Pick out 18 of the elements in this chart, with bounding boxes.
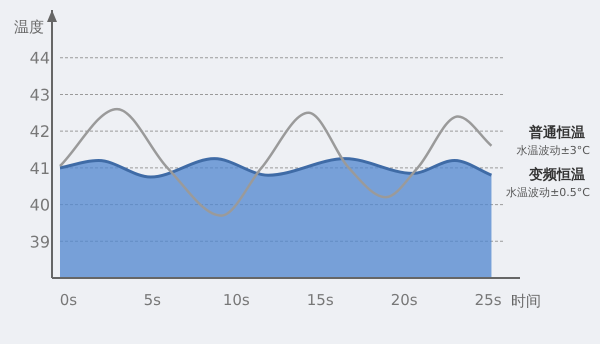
x-tick-label: 0s (60, 291, 78, 309)
x-axis-title: 时间 (511, 292, 541, 310)
annotation: 水温波动±0.5°C (506, 186, 590, 199)
x-tick-label: 5s (144, 291, 162, 309)
y-tick-label: 41 (30, 158, 50, 178)
y-tick-label: 40 (30, 196, 50, 215)
y-axis-title: 温度 (14, 18, 44, 36)
y-tick-label: 44 (30, 48, 50, 68)
text: 普通恒温 (528, 124, 585, 141)
y-tick-label: 42 (30, 122, 50, 142)
x-tick-label: 15s (306, 291, 334, 309)
x-tick-label: 20s (390, 291, 418, 309)
x-tick-label: 25s (474, 291, 502, 309)
y-tick-label: 39 (30, 232, 50, 252)
y-tick-label: 43 (30, 85, 50, 104)
annotation: 水温波动±3°C (516, 144, 590, 157)
text: 变频恒温 (528, 166, 585, 183)
x-tick-label: 10s (222, 291, 250, 309)
